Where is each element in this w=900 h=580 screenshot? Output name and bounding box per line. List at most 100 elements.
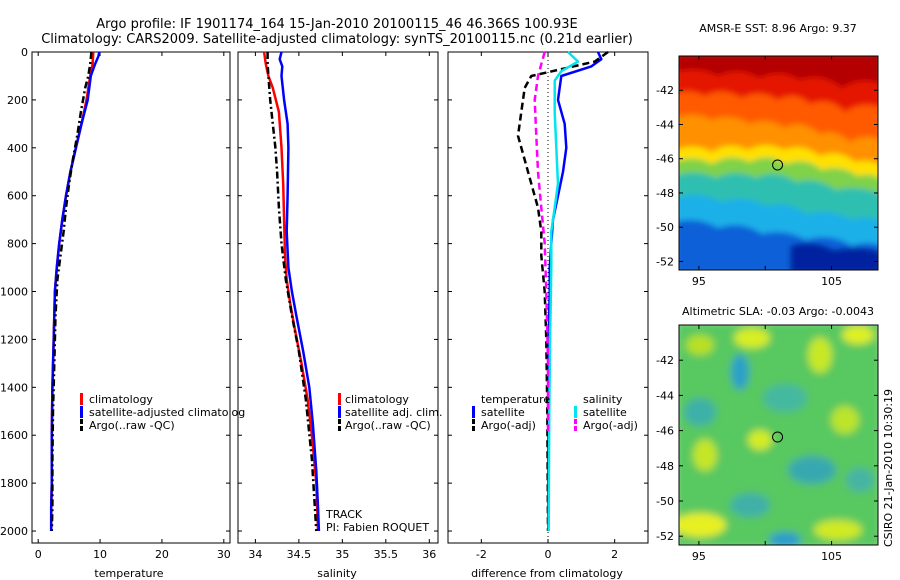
legend-swatch-argo-b [338, 426, 341, 431]
salinity-xlabel: salinity [317, 567, 357, 580]
y-tick-label: 1200 [0, 333, 28, 346]
x-tick-label: 105 [821, 550, 842, 563]
legend-header-temperature: temperature [481, 393, 550, 406]
temperature-xlabel: temperature [94, 567, 163, 580]
y-tick-label: 1400 [0, 381, 28, 394]
y-tick-label: -44 [656, 389, 674, 402]
legend-swatch-climatology [338, 393, 341, 405]
sla-blob [686, 335, 714, 355]
y-tick-label: 800 [7, 238, 28, 251]
x-tick-label: 34.5 [287, 548, 312, 561]
sla-background [679, 325, 878, 545]
argo-position-marker [772, 431, 784, 443]
series-line-climatology [262, 51, 320, 532]
track-annotation: TRACK [325, 508, 363, 521]
argo-position-marker [772, 159, 784, 171]
credit-text: CSIRO 21-Jan-2010 10:30:19 [882, 389, 895, 547]
sla-blob [693, 439, 717, 471]
sst-band-navy [790, 242, 878, 270]
sst-map: -42 -44 -46 -48 -50 -52 95 105 [656, 55, 879, 288]
legend-label-temp-argo: Argo(-adj) [481, 419, 536, 432]
series-line-satellite-adjusted-climatolog [49, 51, 101, 531]
y-tick-label: 2000 [0, 525, 28, 538]
salinity-panel: 34 34.5 35 35.5 36 [237, 51, 439, 561]
difference-xlabel: difference from climatology [471, 567, 623, 580]
legend-label-climatology: climatology [345, 393, 409, 406]
x-tick-label: 10 [93, 548, 107, 561]
series-line-argo-raw-qc- [266, 52, 318, 532]
series-line-satellite-adj-clim- [278, 51, 321, 532]
sst-map-frame [678, 55, 879, 271]
x-tick-label: 30 [217, 548, 231, 561]
difference-legend: temperature salinity satellite satellite… [472, 393, 638, 432]
legend-label-argo: Argo(..raw -QC) [345, 419, 431, 432]
sst-map-title: AMSR-E SST: 8.96 Argo: 9.37 [699, 22, 857, 35]
sla-blob [831, 406, 859, 434]
legend-swatch-sal-argo-b [574, 426, 577, 431]
figure-title-line2: Climatology: CARS2009. Satellite-adjuste… [41, 32, 633, 47]
y-tick-label: -44 [656, 118, 674, 131]
sla-field [679, 325, 878, 545]
legend-label-argo: Argo(..raw -QC) [89, 419, 175, 432]
sla-map-frame [678, 324, 879, 546]
axes-frame [31, 51, 231, 544]
x-tick-label: 0 [545, 548, 552, 561]
y-tick-label: -46 [656, 425, 674, 438]
sla-blob [731, 354, 749, 390]
sla-blob [808, 337, 832, 373]
legend-swatch-satellite [80, 406, 83, 418]
x-tick-label: 95 [692, 275, 706, 288]
legend-swatch-temp-satellite [472, 406, 475, 418]
sst-band-dark-red [679, 56, 878, 88]
x-tick-label: -2 [476, 548, 487, 561]
x-tick-label: 35.5 [374, 548, 399, 561]
sla-blob [684, 398, 716, 426]
y-tick-label: -50 [656, 495, 674, 508]
y-tick-label: -48 [656, 187, 674, 200]
temperature-legend: climatology satellite-adjusted climatolo… [80, 393, 245, 432]
y-tick-label: 1000 [0, 286, 28, 299]
legend-swatch-argo-a [80, 419, 83, 424]
legend-label-climatology: climatology [89, 393, 153, 406]
sla-blob [763, 384, 807, 412]
sla-blob [769, 532, 801, 545]
legend-label-satellite: satellite-adjusted climatolog [89, 406, 245, 419]
sla-blob [748, 430, 772, 450]
sla-blob [846, 468, 874, 492]
series-line-argo-raw-qc- [50, 51, 93, 532]
y-tick-label: -42 [656, 84, 674, 97]
legend-swatch-argo-a [338, 419, 341, 424]
legend-label-sal-argo: Argo(-adj) [583, 419, 638, 432]
sla-blob [679, 513, 726, 537]
x-tick-label: 20 [155, 548, 169, 561]
y-tick-label: 600 [7, 190, 28, 203]
y-tick-label: 200 [7, 94, 28, 107]
legend-label-sal-satellite: satellite [583, 406, 627, 419]
axes-frame [237, 51, 439, 544]
legend-swatch-sal-satellite [574, 406, 577, 418]
figure-title-line1: Argo profile: IF 1901174_164 15-Jan-2010… [96, 17, 578, 32]
y-tick-label: 0 [21, 46, 28, 59]
sla-blob [734, 328, 770, 348]
sla-blob [842, 326, 874, 344]
y-tick-label: -52 [656, 255, 674, 268]
x-tick-label: 105 [821, 275, 842, 288]
salinity-legend: climatology satellite adj. clim. Argo(..… [338, 393, 442, 432]
difference-panel: -2 0 2 [447, 50, 649, 561]
legend-swatch-climatology [80, 393, 83, 405]
y-tick-label: -48 [656, 460, 674, 473]
sla-map-title: Altimetric SLA: -0.03 Argo: -0.0043 [682, 305, 874, 318]
series-line-temperature-argo-adj- [516, 50, 609, 532]
series-line-salinity-satellite [547, 51, 580, 532]
pi-annotation: PI: Fabien ROQUET [326, 521, 429, 534]
legend-label-temp-satellite: satellite [481, 406, 525, 419]
y-tick-label: -50 [656, 221, 674, 234]
x-tick-label: 95 [692, 550, 706, 563]
legend-label-satellite: satellite adj. clim. [345, 406, 442, 419]
legend-swatch-satellite [338, 406, 341, 418]
x-tick-label: 34 [248, 548, 262, 561]
sla-map: -42 -44 -46 -48 -50 -52 95 105 [656, 324, 879, 563]
y-tick-label: 1600 [0, 429, 28, 442]
x-tick-label: 36 [422, 548, 436, 561]
